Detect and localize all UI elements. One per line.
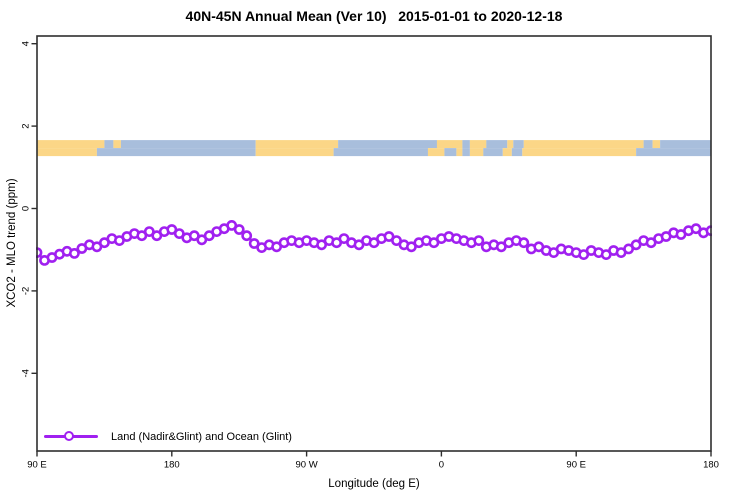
band-segment-land <box>523 140 644 149</box>
band-segment-land <box>522 148 637 157</box>
band-segment-ocean <box>462 140 470 149</box>
band-segment-land <box>255 140 339 149</box>
band-segment-ocean <box>444 148 457 157</box>
band-segment-ocean <box>511 148 523 157</box>
band-segment-ocean <box>513 140 524 149</box>
data-point-marker <box>316 239 327 251</box>
band-segment-ocean <box>643 140 653 149</box>
x-axis-tick-label: 90 W <box>296 460 318 471</box>
x-axis-tick-label: 180 <box>164 460 180 471</box>
y-axis-tick-label: 4 <box>21 41 32 46</box>
legend-label: Land (Nadir&Glint) and Ocean (Glint) <box>111 430 292 443</box>
band-segment-land <box>37 140 105 149</box>
x-axis-tick-label: 90 E <box>27 460 47 471</box>
data-point-marker <box>391 235 402 246</box>
x-axis-tick-label: 180 <box>703 460 719 471</box>
band-segment-ocean <box>483 148 503 157</box>
y-axis-title: XCO2 - MLO trend (ppm) <box>6 178 18 308</box>
data-point-marker <box>518 237 530 249</box>
band-segment-land <box>456 148 463 157</box>
legend-circle-icon <box>64 431 74 441</box>
legend: Land (Nadir&Glint) and Ocean (Glint) <box>44 429 292 444</box>
y-axis-tick-label: 2 <box>21 123 32 128</box>
band-segment-ocean <box>120 140 256 149</box>
band-segment-land <box>37 148 97 157</box>
legend-marker-icon <box>44 431 98 443</box>
data-point-marker <box>473 235 485 246</box>
band-segment-ocean <box>333 148 428 157</box>
y-axis-tick-label: -2 <box>21 287 32 295</box>
band-segment-land <box>507 140 514 149</box>
data-point-marker <box>173 228 185 239</box>
data-point-marker <box>241 230 253 242</box>
plot-border <box>36 35 712 452</box>
band-segment-ocean <box>338 140 437 149</box>
data-point-marker <box>630 239 642 251</box>
band-segment-land <box>469 148 484 157</box>
band-segment-ocean <box>96 148 256 157</box>
band-segment-ocean <box>636 148 711 157</box>
band-segment-land <box>502 148 512 157</box>
data-point-marker <box>353 239 365 251</box>
data-point-marker <box>69 247 80 259</box>
y-axis-tick-label: 0 <box>21 206 32 211</box>
band-segment-land <box>436 140 463 149</box>
data-point-marker <box>233 224 245 235</box>
y-axis-tick-label: -4 <box>21 369 32 377</box>
band-segment-ocean <box>660 140 711 149</box>
band-segment-land <box>469 140 487 149</box>
band-segment-ocean <box>486 140 508 149</box>
band-segment-ocean <box>462 148 470 157</box>
band-segment-land <box>255 148 334 157</box>
trend-series <box>36 219 712 266</box>
band-segment-land <box>652 140 661 149</box>
x-axis-title: Longitude (deg E) <box>328 478 420 490</box>
x-axis-tick-label: 0 <box>439 460 444 471</box>
chart-title: 40N-45N Annual Mean (Ver 10) 2015-01-01 … <box>185 8 563 24</box>
band-segment-land <box>113 140 121 149</box>
band-segment-land <box>427 148 445 157</box>
x-axis-tick-label: 90 E <box>566 460 586 471</box>
band-segment-ocean <box>104 140 114 149</box>
